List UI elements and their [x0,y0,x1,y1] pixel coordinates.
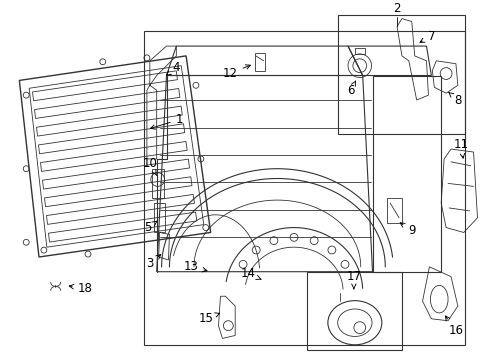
Text: 5: 5 [144,221,157,234]
Text: 15: 15 [198,312,219,325]
Text: 14: 14 [240,267,261,280]
Text: 7: 7 [419,30,434,43]
Text: 11: 11 [452,138,468,158]
Text: 9: 9 [399,223,415,237]
Text: 2: 2 [392,2,400,15]
Text: 6: 6 [346,81,355,97]
Text: 8: 8 [448,93,461,107]
Text: 16: 16 [445,316,463,337]
Text: 12: 12 [223,65,250,80]
Text: 1: 1 [150,113,183,129]
Text: 10: 10 [142,157,157,175]
Text: 3: 3 [146,255,161,270]
Text: 13: 13 [183,260,206,273]
Text: 4: 4 [166,61,180,75]
Text: 18: 18 [69,282,92,295]
Text: 17: 17 [346,270,361,289]
